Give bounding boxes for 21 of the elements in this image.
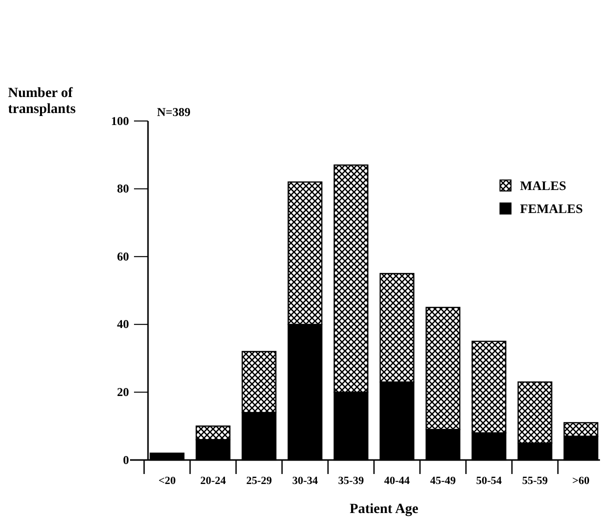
x-tick-label: 45-49 bbox=[430, 475, 456, 487]
text: N=389 bbox=[157, 105, 191, 119]
legend-label: MALES bbox=[520, 178, 566, 193]
x-tick-label: 55-59 bbox=[522, 475, 548, 487]
x-tick-label: >60 bbox=[572, 475, 590, 487]
x-tick-label: 30-34 bbox=[292, 475, 318, 487]
x-tick-label: 20-24 bbox=[200, 475, 226, 487]
x-tick-label: 50-54 bbox=[476, 475, 502, 487]
x-tick-label: 25-29 bbox=[246, 475, 272, 487]
y-tick-label: 40 bbox=[117, 317, 129, 332]
y-tick-label: 0 bbox=[123, 452, 129, 467]
legend-label: FEMALES bbox=[520, 201, 583, 216]
x-tick-label: 40-44 bbox=[384, 475, 410, 487]
x-tick-label: <20 bbox=[158, 475, 176, 487]
x-axis-title: Patient Age bbox=[350, 502, 418, 517]
y-tick-label: 80 bbox=[117, 182, 129, 196]
y-tick-label: 100 bbox=[111, 114, 129, 128]
y-tick-label: 20 bbox=[117, 385, 129, 400]
y-tick-label: 60 bbox=[117, 249, 129, 264]
x-tick-label: 35-39 bbox=[338, 475, 364, 487]
y-axis-title: Number of transplants bbox=[8, 86, 76, 117]
